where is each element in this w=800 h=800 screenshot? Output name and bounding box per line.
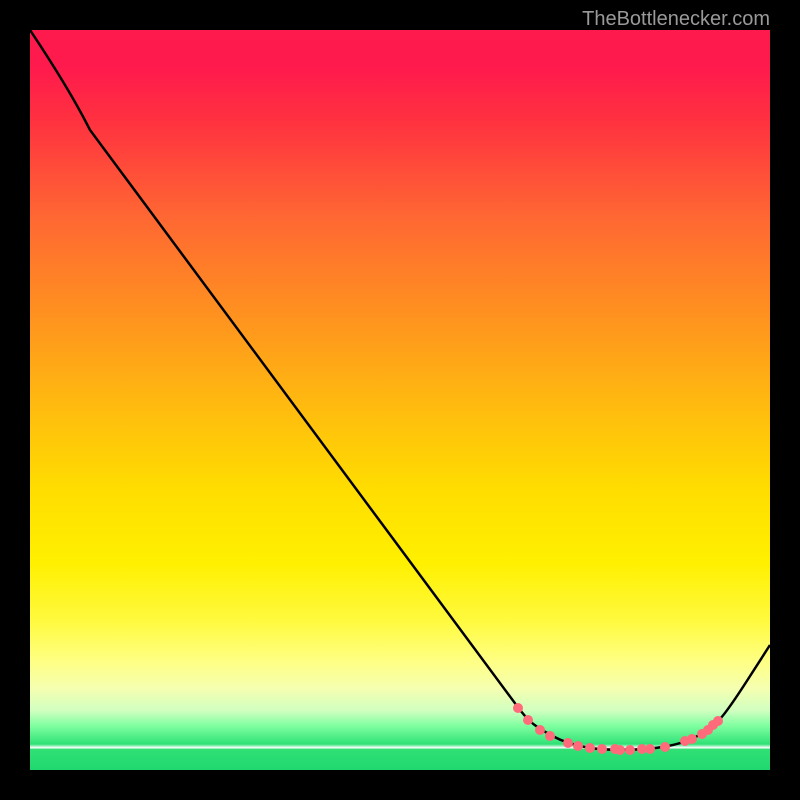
chart-marker	[513, 703, 523, 713]
chart-marker	[585, 743, 595, 753]
chart-container	[30, 30, 770, 770]
chart-marker	[523, 715, 533, 725]
chart-svg	[30, 30, 770, 770]
chart-marker	[713, 716, 723, 726]
watermark-text: TheBottlenecker.com	[582, 8, 770, 31]
chart-marker	[615, 745, 625, 755]
chart-marker	[625, 745, 635, 755]
chart-marker	[660, 742, 670, 752]
chart-background	[30, 30, 770, 770]
chart-marker	[563, 738, 573, 748]
chart-marker	[573, 741, 583, 751]
chart-marker	[535, 725, 545, 735]
chart-marker	[687, 734, 697, 744]
chart-marker	[645, 744, 655, 754]
chart-marker	[597, 744, 607, 754]
chart-marker	[545, 731, 555, 741]
